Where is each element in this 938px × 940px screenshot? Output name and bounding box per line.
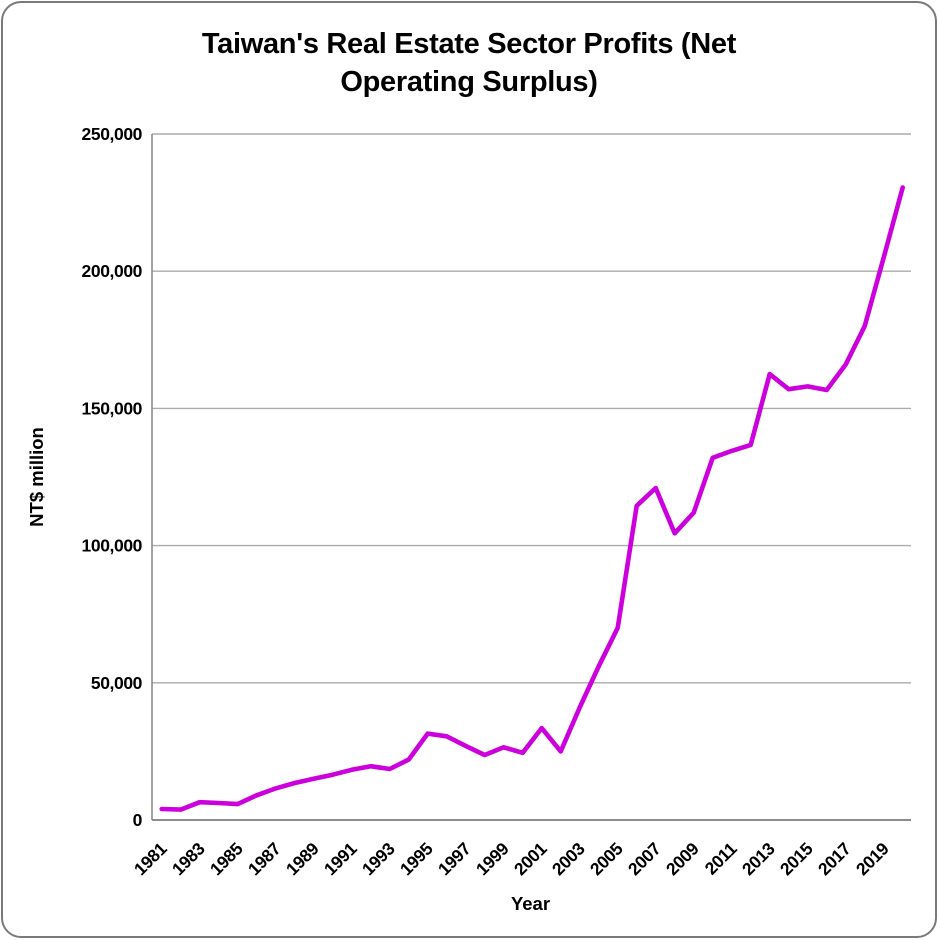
y-tick-label: 50,000 (91, 673, 143, 693)
x-tick-label: 1985 (206, 838, 247, 879)
y-tick-label: 150,000 (82, 398, 143, 418)
x-tick-label: 1999 (472, 838, 513, 879)
x-tick-label: 1993 (358, 838, 399, 879)
x-tick-label: 2019 (852, 838, 893, 879)
x-tick-label: 2005 (586, 838, 627, 879)
x-axis-title: Year (511, 893, 550, 914)
x-tick-label: 2009 (662, 838, 703, 879)
x-tick-label: 2001 (510, 838, 551, 879)
x-tick-label: 2003 (548, 838, 589, 879)
x-tick-label: 1995 (396, 838, 437, 879)
x-tick-label: 1997 (434, 839, 475, 880)
y-tick-label: 250,000 (82, 124, 143, 144)
x-tick-label: 1991 (320, 838, 361, 879)
y-axis-title: NT$ million (26, 427, 47, 527)
x-tick-label: 1987 (244, 839, 285, 880)
y-tick-label: 0 (133, 810, 143, 830)
x-tick-label: 1983 (168, 838, 209, 879)
x-tick-label: 2013 (738, 838, 779, 879)
x-tick-label: 2007 (624, 839, 665, 880)
profit-line-chart: 050,000100,000150,000200,000250,00019811… (26, 124, 911, 914)
chart-title: Taiwan's Real Estate Sector Profits (Net… (201, 28, 737, 99)
x-tick-label: 2015 (776, 838, 817, 879)
x-tick-label: 2011 (701, 838, 741, 878)
profit-line-series (159, 185, 906, 812)
x-tick-label: 1989 (282, 838, 323, 879)
x-tick-label: 2017 (814, 839, 855, 880)
x-tick-label: 1981 (130, 838, 171, 879)
y-tick-label: 100,000 (82, 536, 143, 556)
y-tick-label: 200,000 (82, 261, 143, 281)
